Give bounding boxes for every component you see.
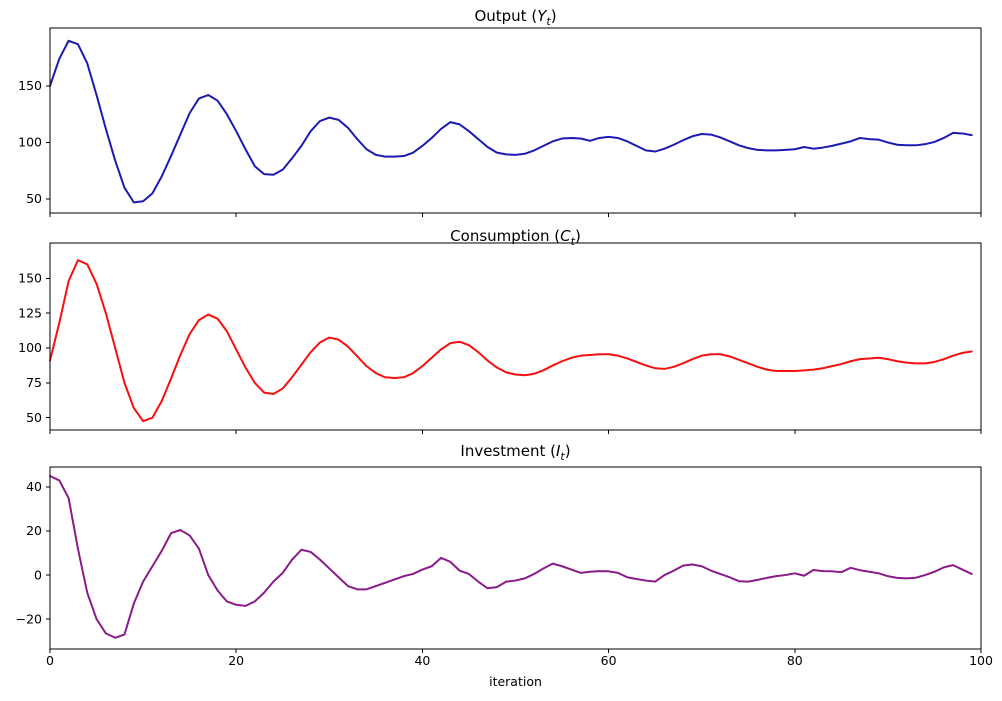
x-axis-tick-label: 20 bbox=[228, 653, 244, 668]
output-ytick-label: 100 bbox=[18, 135, 42, 150]
title-math-sub: t bbox=[560, 450, 565, 463]
output-ytick-label: 150 bbox=[18, 78, 42, 93]
consumption-ytick-label: 100 bbox=[18, 340, 42, 355]
investment-ytick-label: 20 bbox=[26, 523, 42, 538]
output-plot-area bbox=[49, 27, 982, 214]
x-axis-tick-label: 0 bbox=[46, 653, 54, 668]
subplot-title-output: Output (Yt) bbox=[474, 7, 557, 28]
investment-line bbox=[49, 475, 973, 639]
subplot-title-consumption: Consumption (Ct) bbox=[450, 227, 581, 248]
consumption-line bbox=[49, 259, 973, 423]
investment-ytick-label: −20 bbox=[16, 611, 42, 626]
consumption-ytick-label: 50 bbox=[26, 410, 42, 425]
consumption-ytick-label: 150 bbox=[18, 270, 42, 285]
title-math-sub: t bbox=[570, 235, 575, 248]
investment-ytick-label: 0 bbox=[34, 567, 42, 582]
title-math-var: Y bbox=[537, 7, 547, 25]
consumption-plot-area bbox=[49, 242, 982, 431]
x-axis-tick-label: 60 bbox=[601, 653, 617, 668]
x-axis-label: iteration bbox=[489, 674, 542, 689]
consumption-ytick-label: 125 bbox=[18, 305, 42, 320]
consumption-ytick-label: 75 bbox=[26, 375, 42, 390]
title-math-var: C bbox=[560, 227, 571, 245]
x-axis-tick-label: 40 bbox=[414, 653, 430, 668]
x-axis-tick-label: 100 bbox=[969, 653, 993, 668]
investment-plot-area bbox=[49, 466, 982, 650]
output-ytick-label: 50 bbox=[26, 191, 42, 206]
title-math-sub: t bbox=[546, 15, 551, 28]
output-line bbox=[49, 39, 973, 204]
investment-ytick-label: 40 bbox=[26, 479, 42, 494]
title-math-var: I bbox=[555, 442, 561, 460]
x-axis-tick-label: 80 bbox=[787, 653, 803, 668]
subplot-title-investment: Investment (It) bbox=[460, 442, 571, 463]
